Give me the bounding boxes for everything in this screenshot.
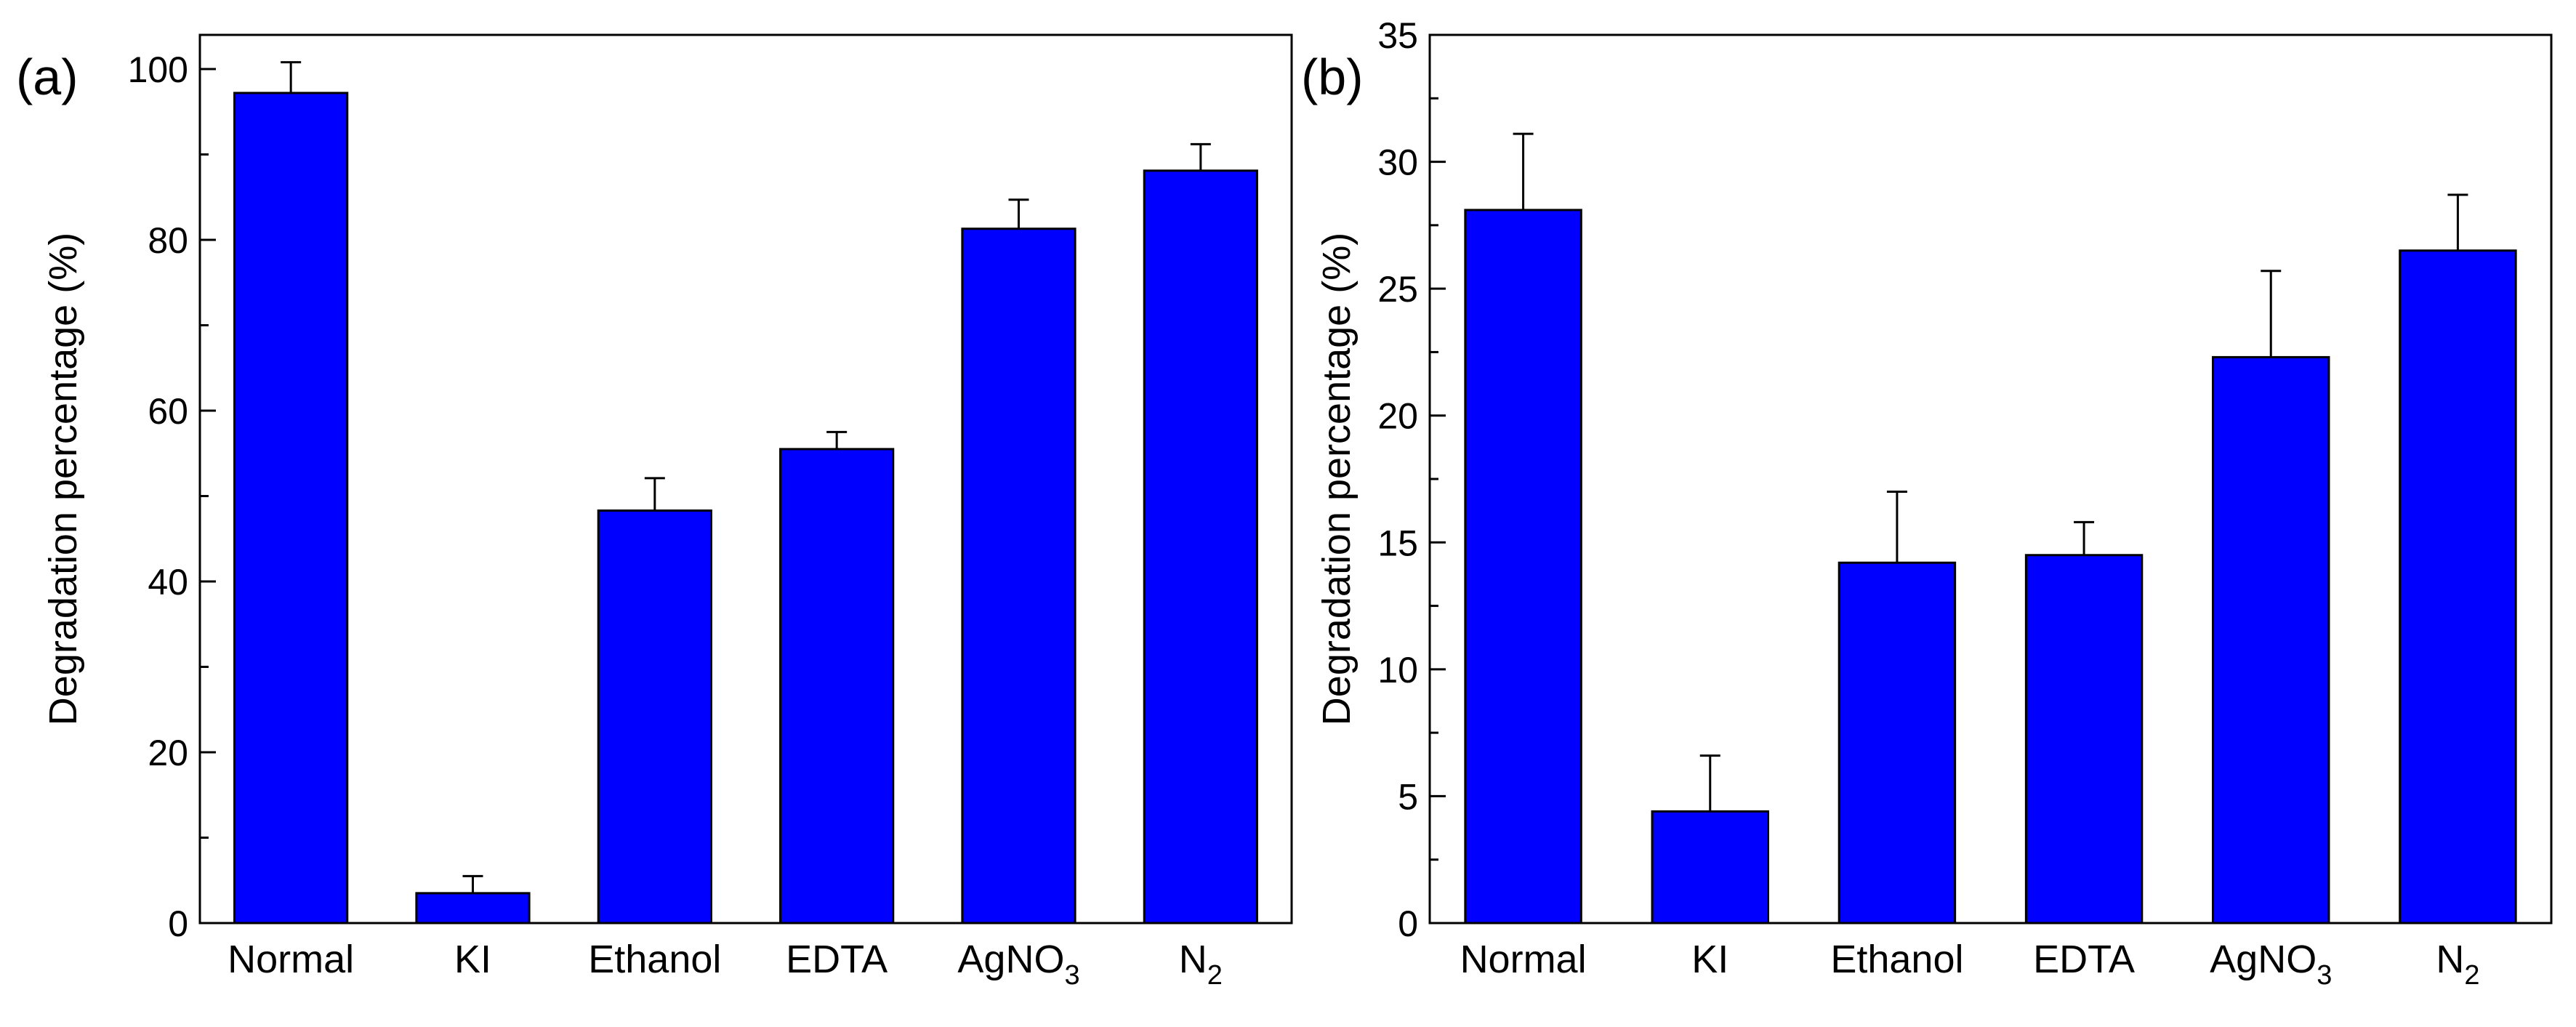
y-tick-label: 5	[1398, 776, 1418, 817]
y-tick-label: 60	[148, 391, 188, 432]
bar-normal	[233, 92, 349, 925]
x-tick-label: N2	[1179, 938, 1223, 991]
chart-panel-a: 0 20 40 60 80 100 Normal KI Ethanol EDTA AgNO3 N2 De…	[16, 33, 1293, 991]
x-tick-label: EDTA	[786, 938, 887, 981]
x-tick-label: EDTA	[2033, 938, 2135, 981]
y-tick-label: 35	[1377, 15, 1418, 56]
y-tick-label: 80	[148, 220, 188, 261]
y-tick-label: 100	[128, 49, 188, 90]
y-tick-label: 15	[1377, 523, 1418, 563]
y-tick-label: 25	[1377, 269, 1418, 310]
y-tick-label: 20	[1377, 396, 1418, 437]
plot-frame	[1428, 33, 2553, 925]
panel-label: (b)	[1301, 49, 1364, 105]
bar-n2	[1143, 169, 1258, 925]
y-tick-label: 10	[1377, 650, 1418, 690]
panel-label: (a)	[16, 49, 79, 105]
y-tick-label: 40	[148, 562, 188, 603]
bar-agno3	[961, 227, 1076, 925]
y-axis-title: Degradation percentage (%)	[1315, 233, 1359, 725]
bar-normal	[1464, 209, 1582, 925]
chart-panel-b: 0 5 10 15 20 25 30 35 Normal KI Ethanol EDTA AgNO3 N2…	[1301, 15, 2553, 991]
x-tick-label: Normal	[228, 938, 354, 981]
bar-ki	[415, 892, 531, 925]
x-tick-label: AgNO3	[2210, 938, 2332, 991]
y-tick-label: 30	[1377, 142, 1418, 183]
x-tick-label: Normal	[1460, 938, 1587, 981]
bar-ethanol	[597, 509, 712, 925]
x-tick-label: KI	[454, 938, 491, 981]
x-tick-label: AgNO3	[957, 938, 1079, 991]
bar-edta	[2024, 554, 2144, 925]
plot-frame	[198, 33, 1293, 925]
x-tick-label: KI	[1691, 938, 1728, 981]
bar-n2	[2399, 249, 2517, 925]
y-tick-label: 0	[1398, 903, 1418, 944]
x-tick-label: N2	[2436, 938, 2479, 991]
x-tick-label: Ethanol	[588, 938, 721, 981]
y-axis-title: Degradation percentage (%)	[41, 233, 85, 725]
y-tick-label: 0	[168, 903, 188, 944]
bar-edta	[779, 448, 895, 925]
bar-ethanol	[1838, 561, 1957, 925]
bar-agno3	[2212, 355, 2330, 925]
y-tick-label: 20	[148, 733, 188, 773]
x-tick-label: Ethanol	[1830, 938, 1963, 981]
bar-ki	[1651, 810, 1769, 925]
